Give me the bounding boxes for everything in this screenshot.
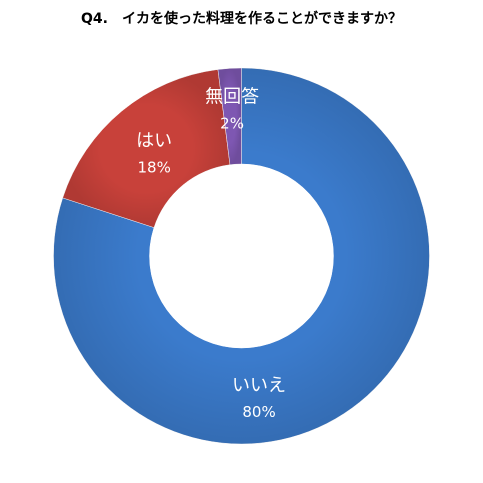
slice-value-2: 18% — [138, 158, 171, 176]
slice-value-3: 2% — [220, 114, 244, 132]
chart-title: Q4. イカを使った料理を作ることができますか？ — [81, 11, 402, 27]
donut-labels: いいえ 80% はい 18% 無回答 2% — [136, 86, 286, 421]
slice-label-2: はい — [136, 130, 172, 151]
slice-label-1: いいえ — [232, 375, 286, 396]
slice-value-1: 80% — [242, 403, 275, 421]
slice-label-3: 無回答 — [205, 86, 259, 107]
